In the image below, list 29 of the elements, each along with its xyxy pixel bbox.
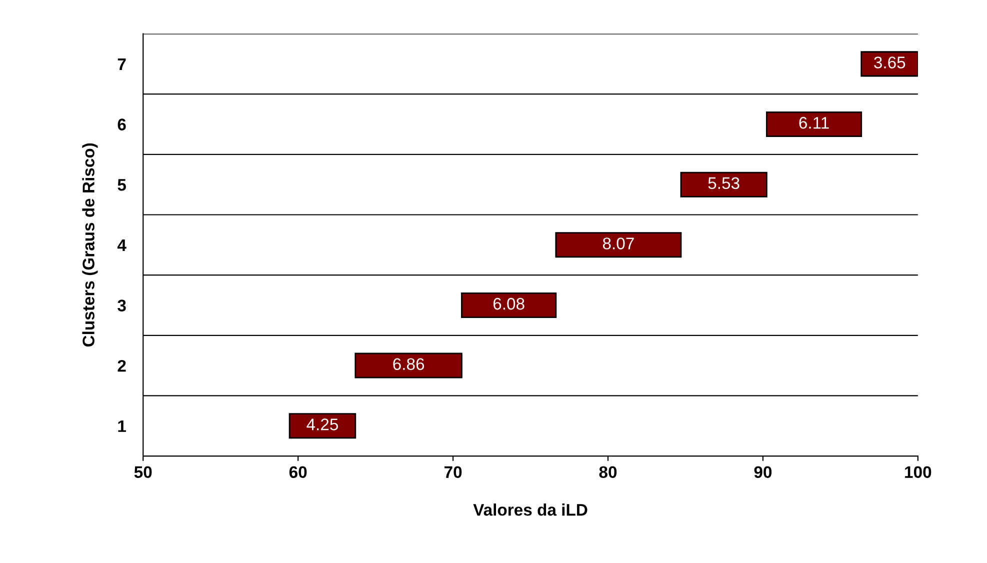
y-tick-label: 5 (118, 179, 126, 191)
data-label: 3.65 (874, 56, 906, 68)
x-tick-label: 100 (905, 466, 932, 478)
x-tick-label: 90 (754, 466, 772, 478)
x-tick-label: 80 (599, 466, 617, 478)
bar (860, 51, 918, 77)
data-label: 6.11 (799, 116, 829, 129)
bar (288, 413, 356, 439)
bar (680, 172, 768, 198)
bar (766, 112, 862, 138)
y-tick-label: 1 (118, 420, 126, 432)
x-tick-label: 70 (444, 466, 462, 478)
bar (461, 292, 557, 318)
y-tick-label: 2 (118, 360, 126, 372)
data-label: 6.86 (393, 358, 424, 370)
y-tick-label: 7 (118, 58, 126, 70)
x-tick-label: 60 (289, 466, 307, 478)
data-label: 4.25 (306, 418, 338, 430)
data-label: 5.53 (708, 177, 740, 190)
y-tick-label: 4 (117, 239, 126, 251)
x-tick-label: 50 (134, 466, 152, 478)
data-label: 8.07 (602, 238, 634, 250)
bar (555, 232, 682, 258)
y-axis-title: Clusters (Graus de Risco) (82, 143, 98, 347)
data-label: 6.08 (493, 298, 524, 310)
y-tick-label: 3 (118, 300, 126, 312)
y-tick-label: 6 (118, 118, 126, 130)
x-axis-title: Valores da iLD (473, 504, 588, 516)
bar (354, 352, 462, 378)
